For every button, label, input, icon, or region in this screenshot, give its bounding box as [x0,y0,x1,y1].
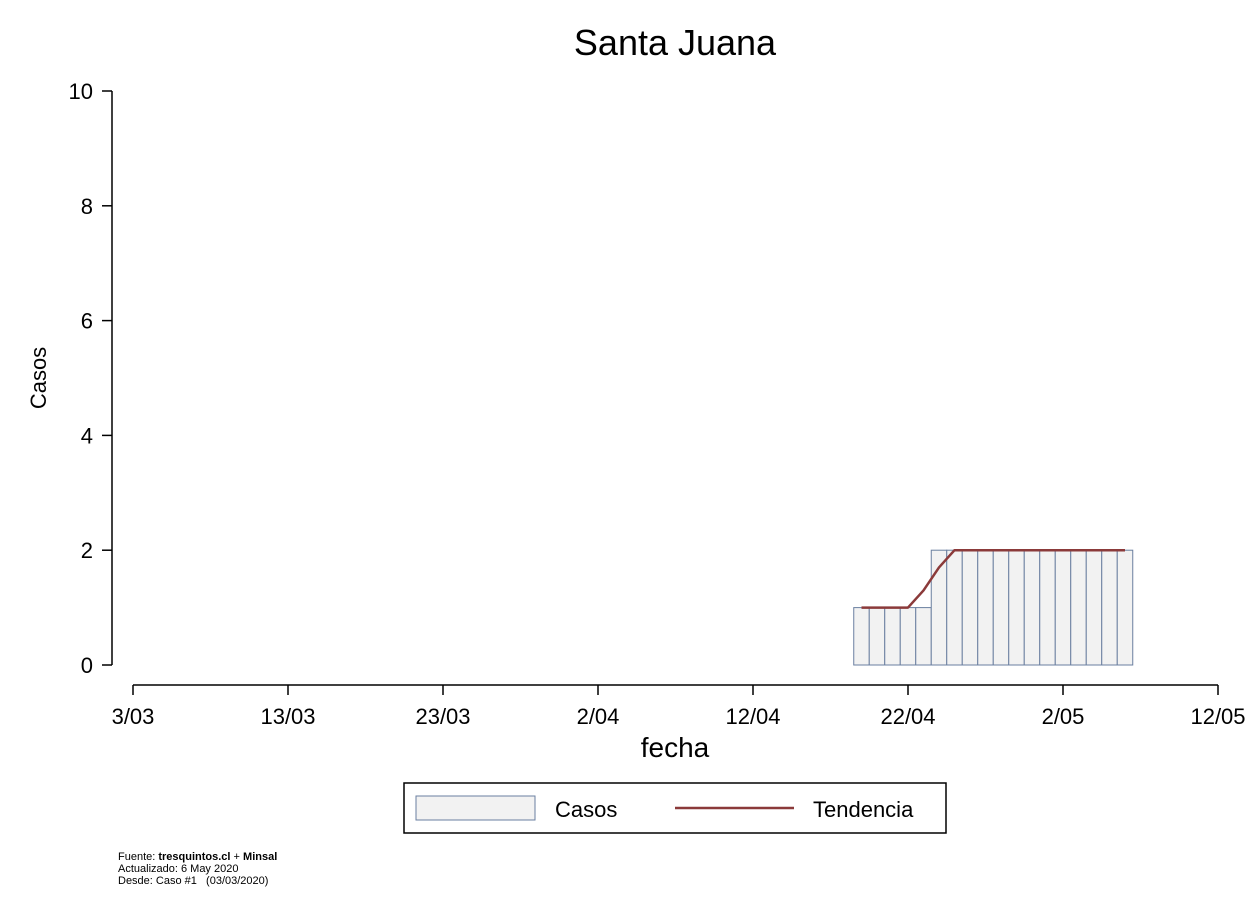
bar [1070,549,1087,666]
y-tick-label: 0 [81,653,93,678]
x-tick-label: 2/04 [577,704,620,729]
y-tick-label: 6 [81,309,93,334]
legend-label-tendencia: Tendencia [813,797,914,822]
bar [946,549,963,666]
bar [1116,549,1134,666]
y-tick-label: 10 [69,79,93,104]
footer-source-sep: + [230,851,244,863]
x-tick-label: 12/04 [725,704,780,729]
bar [1008,549,1025,666]
footer-since: Desde: Caso #1 (03/03/2020) [118,875,269,887]
y-axis: 0 2 4 6 8 10 [69,79,113,678]
bar [1054,549,1072,666]
bar [992,549,1010,666]
x-tick-label: 22/04 [880,704,935,729]
y-tick-label: 8 [81,194,93,219]
legend-swatch-casos [415,795,536,821]
bar [1085,549,1103,666]
bar [1039,549,1056,666]
chart-title: Santa Juana [574,22,777,63]
bar [1023,549,1041,666]
y-axis-label: Casos [26,347,51,409]
line-series-tendencia [861,548,1125,609]
footer-source-site: tresquintos.cl [158,851,231,863]
bar [853,607,870,666]
x-axis-label: fecha [641,732,710,763]
x-tick-label: 3/03 [112,704,155,729]
x-tick-label: 12/05 [1190,704,1245,729]
bar [977,549,994,666]
bar [915,607,932,666]
x-tick-label: 13/03 [260,704,315,729]
y-tick-label: 2 [81,538,93,563]
x-tick-label: 2/05 [1042,704,1085,729]
trend-line [861,548,1125,609]
bar [899,607,917,666]
footer-source-prefix: Fuente: [118,851,159,863]
y-tick-label: 4 [81,423,93,448]
footer-source: Fuente: tresquintos.cl + Minsal [118,851,277,863]
bar [1101,549,1118,666]
bars-series-casos [853,549,1134,666]
legend-label-casos: Casos [555,797,617,822]
bar [961,549,979,666]
x-tick-label: 23/03 [415,704,470,729]
footer-updated: Actualizado: 6 May 2020 [118,863,239,875]
bar [884,607,901,666]
x-axis: 3/03 13/03 23/03 2/04 12/04 22/04 2/05 12/05 [112,684,1246,729]
footer-source-org: Minsal [243,851,278,863]
legend: Casos Tendencia [403,782,947,834]
bar [868,607,886,666]
footer-notes: Fuente: tresquintos.cl + Minsal Actualiz… [118,851,277,887]
